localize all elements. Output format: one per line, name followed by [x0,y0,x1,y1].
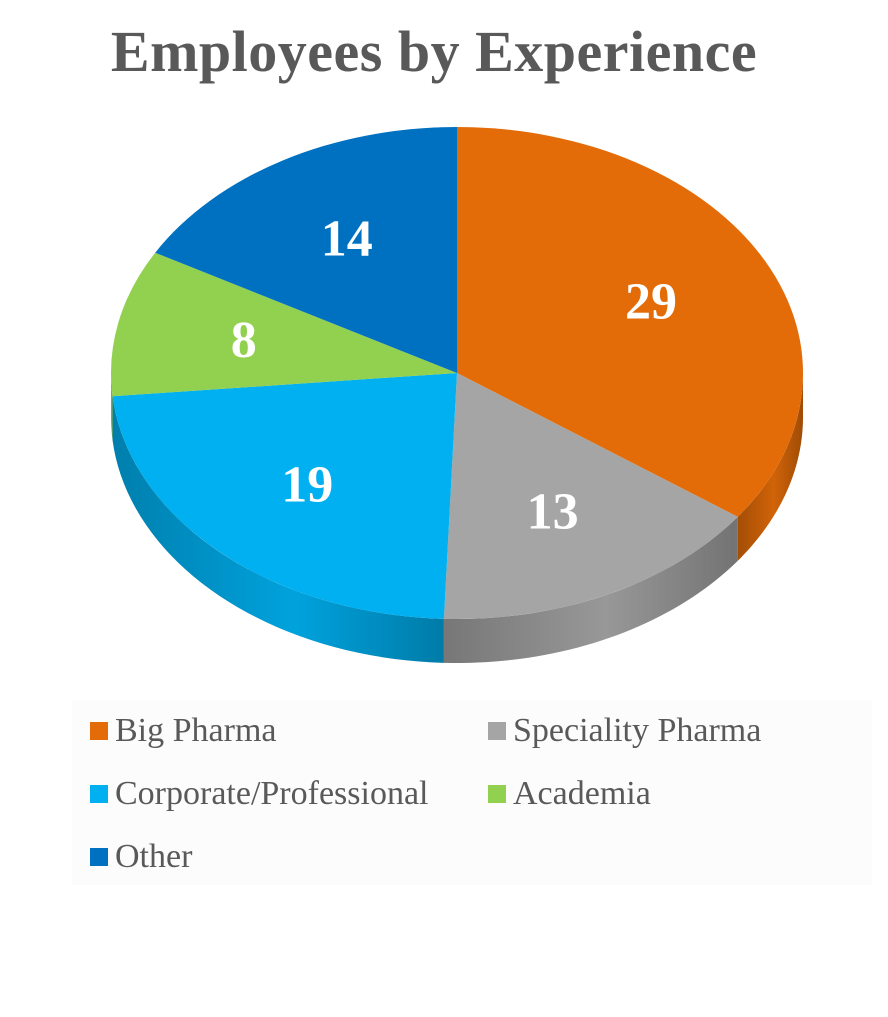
legend-item-speciality-pharma: Speciality Pharma [488,712,761,750]
pie-top-faces [111,127,804,619]
legend-item-corporate-professional: Corporate/Professional [90,775,429,813]
legend-swatch-big-pharma [90,722,108,740]
legend-item-other: Other [90,838,192,876]
pie-slice-speciality-pharma [443,373,738,619]
pie-side-big-pharma [737,373,803,561]
pie-slice-corporate-professional [112,373,458,619]
data-label-other: 14 [321,210,373,267]
data-label-corporate-professional: 19 [281,457,333,514]
legend: Big Pharma Speciality Pharma Corporate/P… [72,700,872,885]
pie-data-labels: 29 13 19 8 14 [231,210,677,540]
legend-swatch-speciality-pharma [488,722,506,740]
legend-item-academia: Academia [488,775,651,813]
legend-label-speciality-pharma: Speciality Pharma [513,712,762,749]
data-label-academia: 8 [231,312,257,369]
legend-label-other: Other [115,838,193,875]
pie-side-academia [111,373,113,441]
legend-swatch-academia [488,785,506,803]
legend-label-corporate-professional: Corporate/Professional [115,775,429,812]
pie-slice-academia [111,252,458,397]
legend-label-academia: Academia [513,775,651,812]
data-label-speciality-pharma: 13 [527,483,579,540]
chart-title: Employees by Experience [110,19,758,84]
legend-swatch-other [90,848,108,866]
data-label-big-pharma: 29 [625,273,677,330]
pie-side-corporate-professional [112,396,444,663]
legend-label-big-pharma: Big Pharma [115,712,277,749]
pie-side-speciality-pharma [443,516,738,663]
pie-slice-big-pharma [457,127,804,517]
legend-item-big-pharma: Big Pharma [90,712,276,750]
pie-side-walls [111,373,803,663]
pie-slice-other [155,127,457,373]
legend-swatch-corporate-professional [90,785,108,803]
